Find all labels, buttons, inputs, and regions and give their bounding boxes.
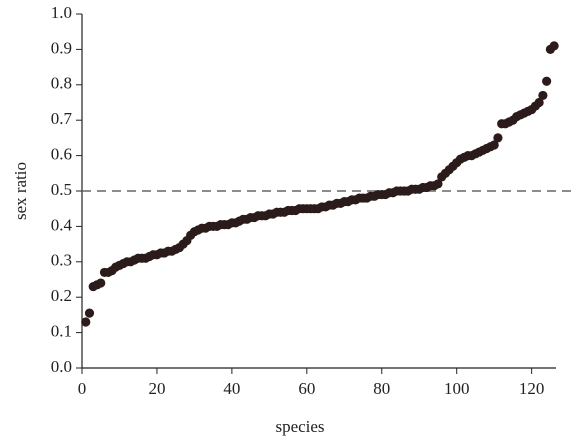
point: [489, 140, 499, 150]
point: [542, 76, 552, 86]
point: [96, 278, 106, 288]
y-tick-label: 1.0: [51, 3, 72, 22]
y-tick-label: 0.1: [51, 322, 72, 341]
point: [549, 41, 559, 51]
y-tick-label: 0.3: [51, 251, 72, 270]
x-tick-label: 100: [444, 379, 470, 398]
x-tick-label: 60: [298, 379, 315, 398]
point: [84, 308, 95, 318]
y-tick-label: 0.5: [51, 180, 72, 199]
y-axis-label: sex ratio: [11, 162, 30, 220]
point: [81, 317, 91, 327]
y-tick-label: 0.6: [51, 145, 72, 164]
y-tick-label: 0.8: [51, 74, 72, 93]
x-tick-label: 80: [373, 379, 390, 398]
x-tick-label: 0: [78, 379, 87, 398]
x-axis-label: species: [275, 417, 324, 436]
point: [534, 97, 544, 108]
x-tick-label: 120: [519, 379, 545, 398]
x-tick-label: 20: [148, 379, 165, 398]
y-tick-label: 0.4: [51, 215, 73, 234]
y-tick-label: 0.2: [51, 286, 72, 305]
point: [493, 133, 503, 143]
point: [433, 179, 443, 189]
point: [538, 90, 548, 101]
y-tick-label: 0.7: [51, 109, 73, 128]
y-tick-label: 0.0: [51, 357, 72, 376]
x-tick-label: 40: [223, 379, 240, 398]
y-tick-label: 0.9: [51, 38, 72, 57]
